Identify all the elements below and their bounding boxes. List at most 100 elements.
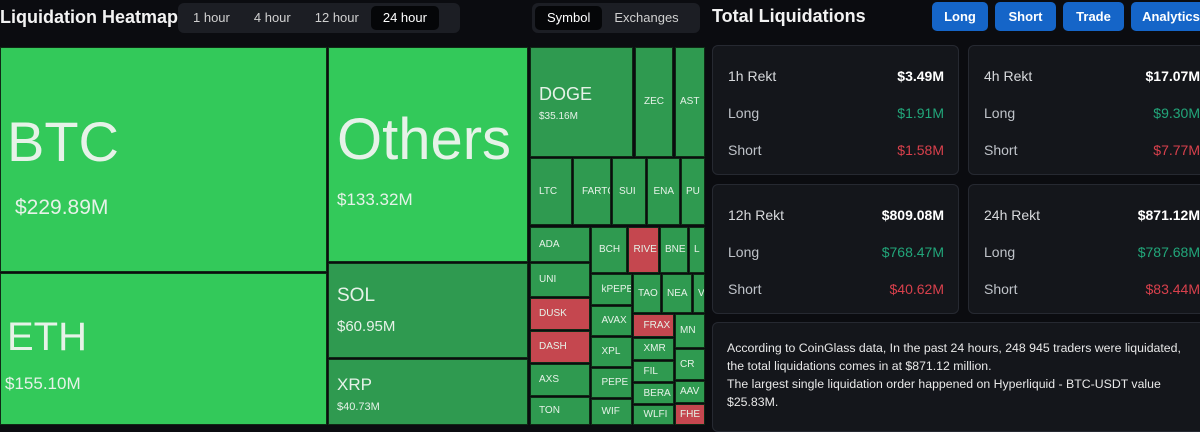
tab-24-hour[interactable]: 24 hour [370,6,439,30]
heatmap-tile-axs[interactable]: AXS [530,364,590,396]
tile-symbol: AAV [680,386,700,397]
tab-exchanges[interactable]: Exchanges [614,10,679,25]
tile-symbol: WLFI [643,409,668,420]
tile-symbol: TAO [638,287,658,299]
heatmap-tile-bne[interactable]: BNE [660,227,688,273]
heatmap-tile-bch[interactable]: BCH [591,227,627,273]
short-value: $7.77M [1153,142,1200,158]
heatmap-tile-v[interactable]: V [693,274,705,313]
long-label: Long [728,244,760,260]
heatmap-tile-sol[interactable]: $60.95M SOL [328,263,528,358]
trade-button[interactable]: Trade [1063,2,1124,31]
analytics-button[interactable]: Analytics [1131,2,1200,31]
tile-value: $133.32M [337,190,413,209]
heatmap-tile-pu[interactable]: PU [681,158,705,225]
rekt-total: $871.12M [1137,207,1200,223]
tile-symbol: LTC [539,185,558,197]
short-value: $83.44M [1145,281,1200,297]
heatmap-tile-xmr[interactable]: XMR [633,338,674,360]
heatmap-tile-l[interactable]: L [689,227,705,273]
short-label: Short [728,142,762,158]
heatmap-tile-avax[interactable]: AVAX [591,306,632,336]
heatmap-tile-fil[interactable]: FIL [633,361,674,382]
long-label: Long [984,105,1016,121]
tile-symbol: PEPE [601,377,629,388]
heatmap-tile-eth[interactable]: $155.10M ETH [0,273,327,425]
tile-symbol: PU [686,185,700,197]
heatmap-tile-btc[interactable]: $229.89M BTC [0,47,327,272]
heatmap-tile-zec[interactable]: ZEC [635,47,673,157]
rekt-card-24h: 24h Rekt $871.12M Long $787.68M Short $83.4… [968,184,1200,314]
heatmap-tile-fhe[interactable]: FHE [675,404,705,425]
heatmap-tile-uni[interactable]: UNI [530,263,590,297]
tile-symbol: UNI [539,274,557,285]
tile-symbol: FRAX [643,319,671,331]
tile-symbol: BCH [599,244,621,255]
tab-12-hour[interactable]: 12 hour [314,10,359,25]
heatmap-tile-cr[interactable]: CR [675,349,705,380]
rekt-label: 4h Rekt [984,68,1033,84]
heatmap-tile-kpepe[interactable]: kPEPE [591,274,632,305]
tile-symbol: kPEPE [601,283,632,295]
rekt-label: 1h Rekt [728,68,777,84]
tab-symbol[interactable]: Symbol [535,6,603,30]
heatmap-tile-bera[interactable]: BERA [633,383,674,404]
heatmap-tile-dusk[interactable]: DUSK [530,298,590,330]
tile-symbol: ETH [7,315,87,360]
heatmap-tile-fartc[interactable]: FARTC [573,158,611,225]
tile-symbol: AST [680,96,700,107]
heatmap-tile-aav[interactable]: AAV [675,381,705,403]
heatmap-tile-ast[interactable]: AST [675,47,705,157]
heatmap-tile-xpl[interactable]: XPL [591,337,632,367]
long-label: Long [728,105,760,121]
rekt-total: $809.08M [881,207,944,223]
rekt-label: 12h Rekt [728,207,785,223]
tile-symbol: TON [539,405,560,416]
heatmap-tile-frax[interactable]: FRAX [633,314,674,337]
heatmap-tile-sui[interactable]: SUI [612,158,646,225]
tab-1-hour[interactable]: 1 hour [193,10,230,25]
short-value: $40.62M [889,281,944,297]
short-button[interactable]: Short [995,2,1056,31]
tile-symbol: WIF [601,406,620,417]
heatmap-tile-nea[interactable]: NEA [662,274,692,313]
heatmap-title: Liquidation Heatmap [0,7,179,27]
tab-4-hour[interactable]: 4 hour [253,10,291,25]
heatmap-tile-ton[interactable]: TON [530,397,590,425]
tile-symbol: NEA [667,287,688,299]
heatmap-tile-ena[interactable]: ENA [647,158,680,225]
long-button[interactable]: Long [932,2,988,31]
tile-symbol: FIL [643,365,658,377]
heatmap-tile-others[interactable]: $133.32M Others [328,47,528,262]
heatmap-tile-wlfi[interactable]: WLFI [633,405,674,425]
heatmap-tile-mn[interactable]: MN [675,314,705,348]
tile-value: $40.73M [337,401,380,413]
rekt-card-1h: 1h Rekt $3.49M Long $1.91M Short $1.58M [712,45,959,175]
heatmap-tile-tao[interactable]: TAO [633,274,661,313]
heatmap-tile-wif[interactable]: WIF [591,399,632,425]
heatmap-tile-ada[interactable]: ADA [530,227,590,262]
tile-symbol: BERA [643,387,671,399]
tile-symbol: AVAX [601,315,627,326]
tile-symbol: BTC [7,109,119,173]
total-liquidations-title: Total Liquidations [712,6,866,26]
rekt-card-4h: 4h Rekt $17.07M Long $9.30M Short $7.77M [968,45,1200,175]
liquidation-summary: According to CoinGlass data, In the past… [712,322,1200,432]
tile-symbol: FARTC [582,185,610,197]
long-value: $9.30M [1153,105,1200,121]
tile-symbol: CR [680,358,695,370]
tile-symbol: MN [680,325,696,336]
summary-text-1: According to CoinGlass data, In the past… [727,341,1181,373]
tile-value: $60.95M [337,318,396,335]
heatmap-tile-dash[interactable]: DASH [530,331,590,363]
heatmap-tile-rive[interactable]: RIVE [628,227,659,273]
heatmap-tile-doge[interactable]: $35.16M DOGE [530,47,633,157]
heatmap-tile-ltc[interactable]: LTC [530,158,572,225]
tile-symbol: L [694,244,700,255]
tile-symbol: DASH [539,341,567,352]
heatmap-tile-pepe[interactable]: PEPE [591,368,632,398]
tile-symbol: SOL [337,284,376,306]
rekt-total: $3.49M [897,68,944,84]
tile-symbol: ENA [653,185,675,197]
heatmap-tile-xrp[interactable]: $40.73M XRP [328,359,528,425]
